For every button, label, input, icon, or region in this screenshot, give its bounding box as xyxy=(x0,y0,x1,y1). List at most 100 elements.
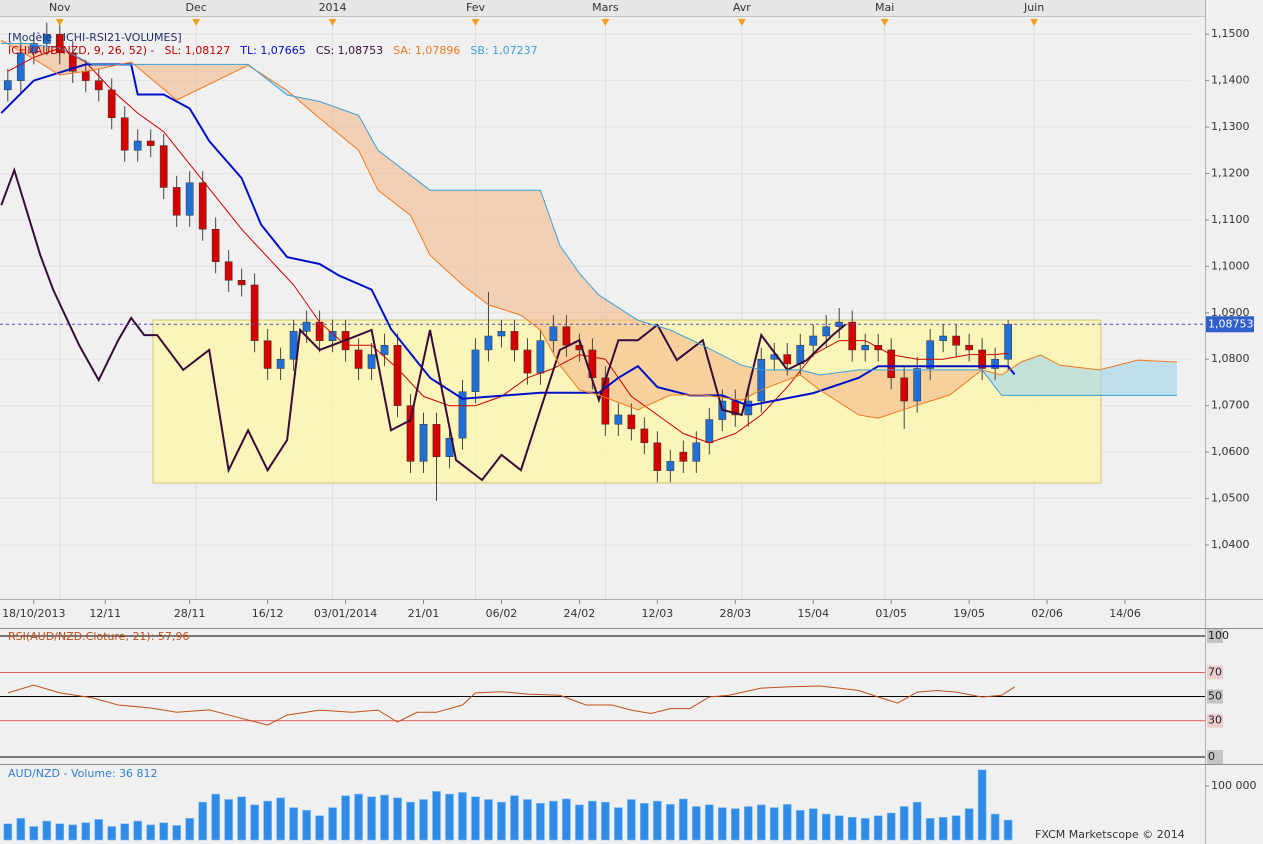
volume-bar xyxy=(731,808,740,841)
y-tick-bg xyxy=(1207,629,1223,644)
volume-bar xyxy=(445,793,454,841)
indicator-line xyxy=(1,43,1177,396)
volume-bar xyxy=(224,799,233,841)
volume-bar xyxy=(756,804,766,841)
month-marker xyxy=(1030,19,1039,26)
volume-bar xyxy=(860,818,870,841)
volume-bar xyxy=(263,800,272,841)
cloud xyxy=(1040,355,1061,396)
cloud xyxy=(378,150,411,216)
rsi-line xyxy=(7,684,1015,726)
cloud xyxy=(1060,365,1100,396)
candle-body xyxy=(29,43,38,54)
candle-body xyxy=(302,321,311,332)
top-tick-label: Mai xyxy=(875,1,894,14)
candle-body xyxy=(380,345,389,355)
y-tick-label: 70 xyxy=(1208,665,1222,678)
volume-bar xyxy=(146,824,155,841)
volume-bar xyxy=(393,797,402,841)
volume-bar xyxy=(808,808,818,841)
volume-bar xyxy=(406,801,415,841)
y-tick-label: 1,0700 xyxy=(1211,399,1250,412)
volume-bar xyxy=(769,807,779,841)
x-tick-label: 19/05 xyxy=(953,607,985,620)
cloud xyxy=(917,369,950,406)
x-tick-label: 12/11 xyxy=(89,607,121,620)
volume-bar xyxy=(873,815,883,841)
y-tick-bg xyxy=(1207,689,1223,704)
cloud xyxy=(1138,360,1178,396)
cloud xyxy=(702,345,742,401)
y-tick-label: 100 000 xyxy=(1211,779,1257,792)
y-tick-label: 1,1400 xyxy=(1211,74,1250,87)
cloud xyxy=(462,190,489,305)
legend-entry: SL: 1,08127 xyxy=(164,44,230,57)
top-axis-band xyxy=(0,0,1205,16)
month-marker xyxy=(328,19,337,26)
volume-bar xyxy=(782,804,792,841)
top-tick-label: 2014 xyxy=(319,1,347,14)
candle-body xyxy=(1004,324,1012,360)
legend-entry: SA: 1,07896 xyxy=(393,44,460,57)
candle-body xyxy=(705,419,714,444)
candle-body xyxy=(822,326,831,337)
y-tick-label: 1,0800 xyxy=(1211,352,1250,365)
candle-body xyxy=(432,423,441,457)
y-tick-label: 1,0500 xyxy=(1211,492,1250,505)
x-tick-label: 21/01 xyxy=(408,607,440,620)
indicator-line xyxy=(1,39,1178,419)
x-tick-label: 06/02 xyxy=(486,607,518,620)
volume-bar xyxy=(951,815,961,841)
volume-bar xyxy=(211,793,220,841)
candle-body xyxy=(614,414,623,425)
candle-body xyxy=(68,52,77,72)
indicator-line xyxy=(0,63,1016,407)
candle-body xyxy=(991,358,999,369)
cloud xyxy=(761,369,801,390)
volume-bar xyxy=(354,793,363,841)
candle-body xyxy=(367,354,376,369)
cloud xyxy=(559,245,580,390)
top-tick-label: Mars xyxy=(592,1,619,14)
top-tick-label: Nov xyxy=(49,1,71,14)
volume-bar xyxy=(315,815,324,841)
volume-bar xyxy=(679,798,688,841)
candle-body xyxy=(458,391,467,439)
candle-body xyxy=(276,358,285,369)
candle-body xyxy=(536,340,545,374)
volume-bar xyxy=(419,799,428,841)
volume-bar xyxy=(977,769,987,841)
volume-bar xyxy=(614,807,623,841)
volume-bar xyxy=(237,796,246,841)
candle-body xyxy=(965,345,973,351)
candle-body xyxy=(354,349,363,369)
x-tick-label: 01/05 xyxy=(875,607,907,620)
cloud xyxy=(800,369,820,390)
volume-bar xyxy=(743,806,753,841)
candle-body xyxy=(978,349,986,369)
candle-body xyxy=(211,228,220,262)
month-marker xyxy=(737,19,746,26)
candle-body xyxy=(900,377,909,402)
candle-body xyxy=(328,331,337,341)
candle-body xyxy=(861,345,870,351)
y-tick-label: 100 xyxy=(1208,629,1229,642)
candle-body xyxy=(3,80,12,91)
volume-bar xyxy=(29,826,39,841)
candle-body xyxy=(419,423,428,462)
cloud xyxy=(319,101,359,151)
month-marker xyxy=(880,19,889,26)
volume-bar xyxy=(484,799,493,841)
indicator-line xyxy=(7,47,1009,444)
candle-body xyxy=(185,182,194,216)
legend-entry: SB: 1,07237 xyxy=(470,44,537,57)
volume-bar xyxy=(795,809,805,841)
candle-body xyxy=(757,358,766,402)
volume-bar xyxy=(159,822,168,841)
volume-bar xyxy=(653,800,662,841)
top-tick-label: Juin xyxy=(1023,1,1044,14)
candle-body xyxy=(575,345,584,351)
volume-bar xyxy=(562,798,571,841)
cloud xyxy=(358,115,379,191)
candle-body xyxy=(146,140,155,146)
